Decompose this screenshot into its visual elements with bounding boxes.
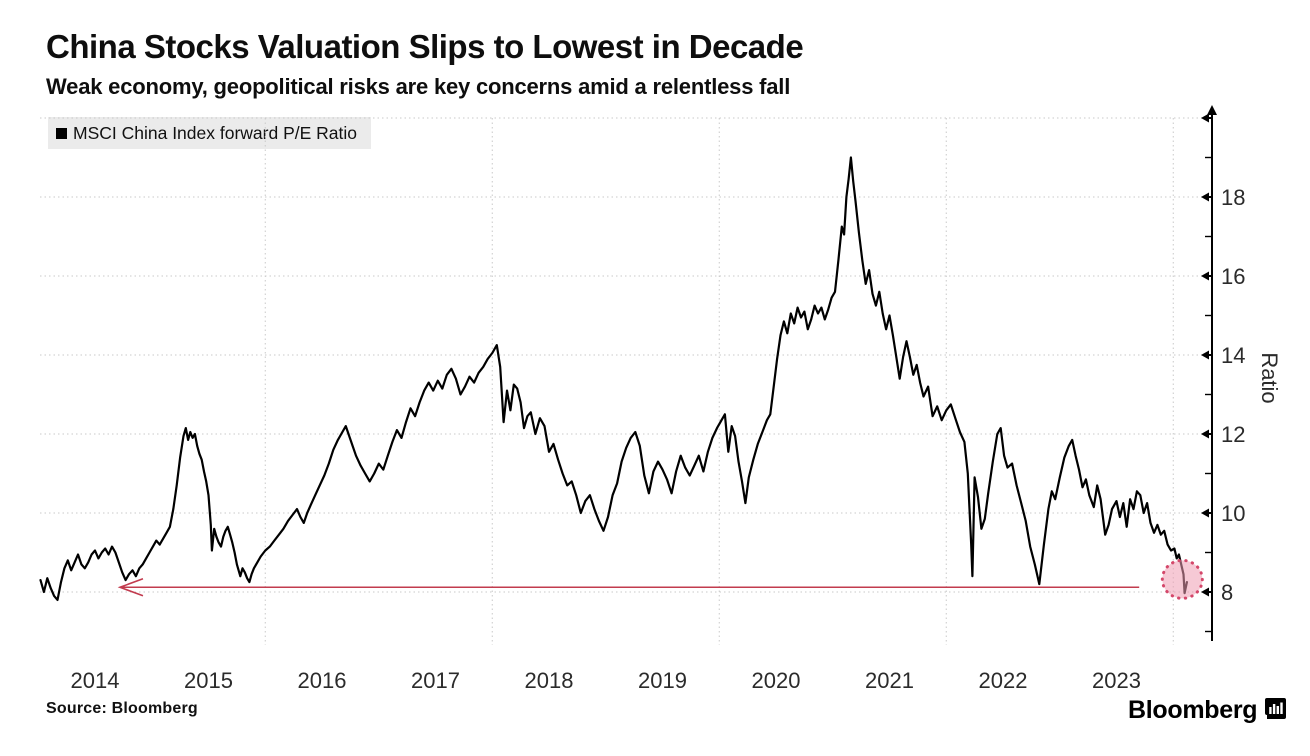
- y-axis-tick-arrow-icon: [1201, 113, 1209, 123]
- y-axis-tick-label: 12: [1221, 422, 1245, 447]
- y-axis-tick-arrow-icon: [1201, 271, 1209, 281]
- page-subtitle: Weak economy, geopolitical risks are key…: [46, 74, 791, 99]
- x-axis-year-label: 2014: [71, 668, 120, 693]
- bloomberg-terminal-icon: [1265, 697, 1287, 724]
- x-axis-year-label: 2019: [638, 668, 687, 693]
- bloomberg-brand: Bloomberg: [1128, 696, 1287, 725]
- x-axis-year-label: 2015: [184, 668, 233, 693]
- bloomberg-terminal-icon-svg: [1265, 697, 1287, 719]
- legend: MSCI China Index forward P/E Ratio: [48, 117, 372, 149]
- y-axis-tick-arrow-icon: [1201, 429, 1209, 439]
- x-axis-year-label: 2016: [298, 668, 347, 693]
- y-axis-top-arrow-icon: [1207, 105, 1217, 115]
- x-axis-year-label: 2021: [865, 668, 914, 693]
- y-axis-tick-arrow-icon: [1201, 508, 1209, 518]
- bloomberg-wordmark: Bloomberg: [1128, 696, 1258, 724]
- y-axis-tick-label: 10: [1221, 501, 1245, 526]
- y-axis-tick-label: 8: [1221, 580, 1233, 605]
- legend-swatch-icon: [56, 127, 67, 139]
- decade-low-arrowhead-icon: [117, 578, 144, 597]
- x-axis-year-label: 2023: [1092, 668, 1141, 693]
- x-axis-year-label: 2020: [752, 668, 801, 693]
- x-axis-year-label: 2017: [411, 668, 460, 693]
- source-note: Source: Bloomberg: [46, 700, 198, 717]
- y-axis-tick-label: 18: [1221, 185, 1245, 210]
- page-title: China Stocks Valuation Slips to Lowest i…: [46, 28, 804, 65]
- y-axis-tick-label: 16: [1221, 264, 1245, 289]
- x-axis-year-label: 2018: [525, 668, 574, 693]
- x-axis-year-label: 2022: [979, 668, 1028, 693]
- y-axis-title: Ratio: [1257, 352, 1282, 403]
- y-axis-tick-arrow-icon: [1201, 192, 1209, 202]
- y-axis-tick-label: 14: [1221, 343, 1245, 368]
- legend-label: MSCI China Index forward P/E Ratio: [73, 122, 358, 143]
- y-axis-tick-arrow-icon: [1201, 587, 1209, 597]
- pe-ratio-series-line: [39, 156, 1189, 602]
- latest-point-highlight-circle: [1160, 558, 1204, 600]
- y-axis-tick-arrow-icon: [1201, 350, 1209, 360]
